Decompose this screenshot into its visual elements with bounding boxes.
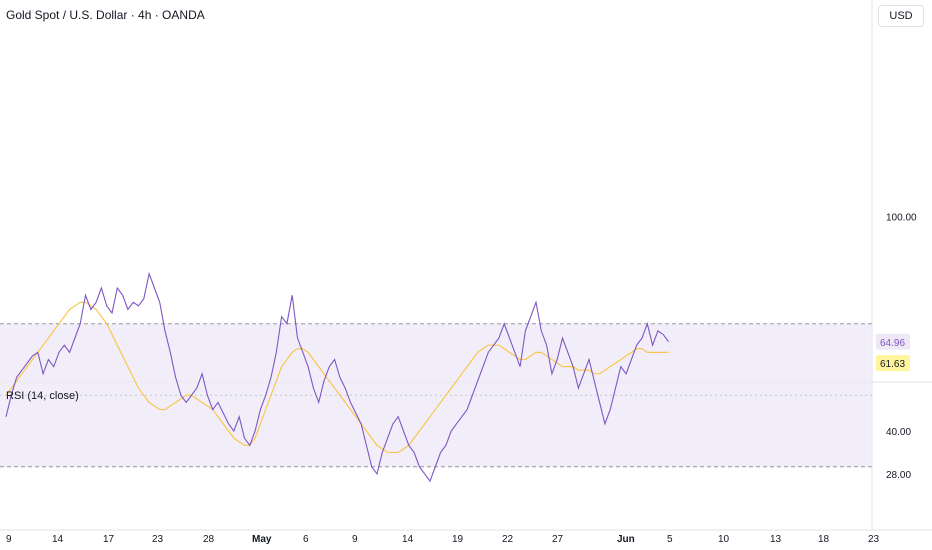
time-tick-label: 17 (103, 534, 115, 545)
time-tick-label: 28 (203, 534, 215, 545)
rsi-line (5, 271, 669, 483)
time-tick-label: 14 (402, 534, 414, 545)
time-tick-label: Jun (617, 534, 635, 545)
time-tick-label: 14 (52, 534, 64, 545)
currency-selector[interactable]: USD (878, 5, 924, 27)
symbol-title: Gold Spot / U.S. Dollar · 4h · OANDA (6, 8, 205, 22)
time-tick-label: 22 (502, 534, 514, 545)
time-tick-label: 27 (552, 534, 564, 545)
time-tick-label: 23 (868, 534, 880, 545)
rsi-value-label: 64.96 (880, 338, 905, 349)
rsi-tick-label: 40.00 (886, 427, 911, 438)
time-tick-label: 9 (6, 534, 12, 545)
rsi-tick-label: 100.00 (886, 213, 917, 224)
time-tick-label: 23 (152, 534, 164, 545)
time-tick-label: 6 (303, 534, 309, 545)
time-tick-label: 5 (667, 534, 673, 545)
time-tick-label: 13 (770, 534, 782, 545)
rsi-tick-label: 28.00 (886, 470, 911, 481)
time-tick-label: 19 (452, 534, 464, 545)
time-tick-label: May (252, 534, 272, 545)
rsi-value-label: 61.63 (880, 359, 905, 370)
rsi-ma-line (5, 301, 669, 454)
time-tick-label: 18 (818, 534, 830, 545)
time-tick-label: 9 (352, 534, 358, 545)
rsi-value-tag (876, 355, 910, 372)
time-tick-label: 10 (718, 534, 730, 545)
rsi-title: RSI (14, close) (6, 390, 79, 402)
rsi-value-tag (876, 333, 910, 350)
